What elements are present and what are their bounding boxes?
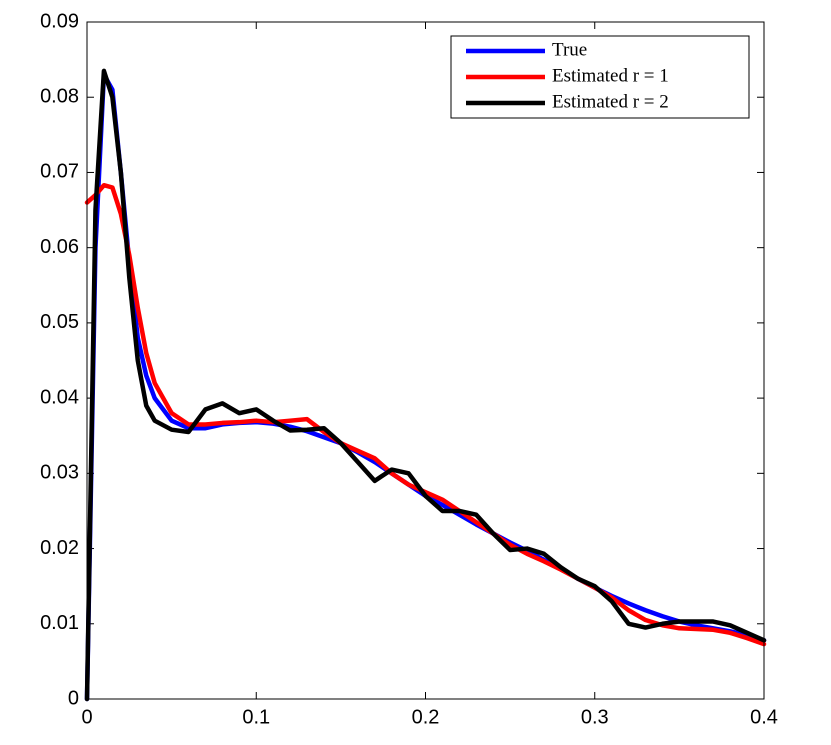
- plot-area: [87, 22, 764, 699]
- y-tick-label: 0.06: [40, 236, 79, 258]
- y-tick-label: 0.08: [40, 86, 79, 108]
- y-tick-label: 0.05: [40, 311, 79, 333]
- x-tick-label: 0.3: [581, 706, 609, 728]
- legend-label: Estimated r = 2: [552, 91, 669, 112]
- legend-label: True: [552, 39, 587, 60]
- y-tick-label: 0.02: [40, 537, 79, 559]
- x-tick-label: 0.1: [242, 706, 270, 728]
- y-tick-label: 0.01: [40, 612, 79, 634]
- series-line: [84, 68, 767, 702]
- y-tick-label: 0: [68, 687, 79, 709]
- y-tick-label: 0.04: [40, 386, 79, 408]
- axes-box: [86, 21, 765, 700]
- series-line: [84, 182, 767, 647]
- x-tick-label: 0.4: [750, 706, 778, 728]
- y-tick-label: 0.07: [40, 161, 79, 183]
- x-tick-label: 0: [81, 706, 92, 728]
- legend-label: Estimated r = 1: [552, 65, 669, 86]
- y-tick-label: 0.03: [40, 462, 79, 484]
- x-tick-label: 0.2: [412, 706, 440, 728]
- y-tick-label: 0.09: [40, 10, 79, 32]
